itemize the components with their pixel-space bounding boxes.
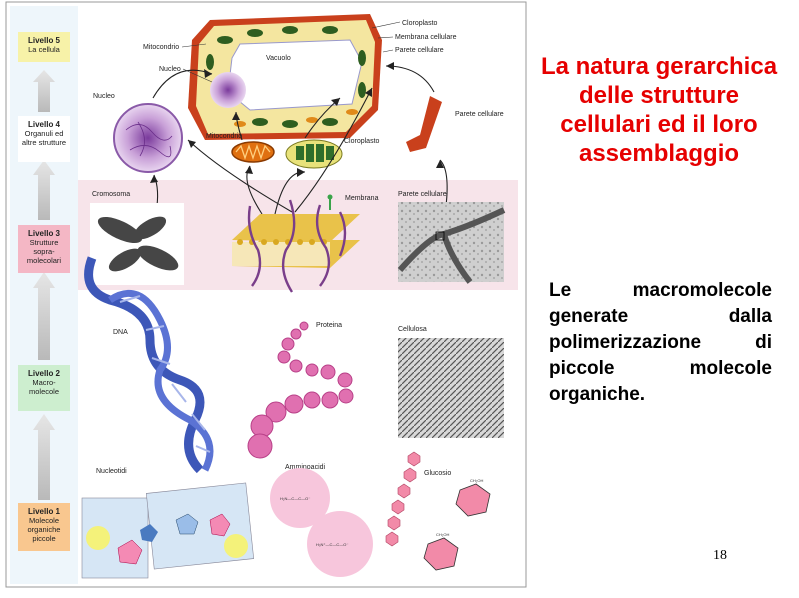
level-1-box: Livello 1 Molecole organiche piccole bbox=[18, 503, 70, 551]
level-3-name: Livello 3 bbox=[27, 229, 60, 238]
level-5-name: Livello 5 bbox=[27, 36, 60, 45]
label-nucleo-top: Nucleo bbox=[159, 66, 181, 73]
slide-body-text: Le macromolecole generate dalla polimeri… bbox=[549, 280, 772, 405]
figure-canvas: Mitocondrio Nucleo Vacuolo Cloroplasto M… bbox=[5, 1, 527, 588]
cell-wall-piece bbox=[406, 96, 442, 152]
level-4-box: Livello 4 Organuli ed altre strutture bbox=[18, 116, 70, 162]
label-mitocondrio: Mitocondrio bbox=[206, 133, 242, 140]
label-membrana-cellulare: Membrana cellulare bbox=[395, 34, 457, 41]
label-cloroplasto: Cloroplasto bbox=[344, 138, 380, 145]
amino-acid-2 bbox=[307, 511, 373, 577]
label-mitocondrio-top: Mitocondrio bbox=[143, 44, 179, 51]
nucleus-chromatin bbox=[125, 121, 173, 158]
glucose-molecules: CH₂OH CH₂OH bbox=[423, 478, 491, 571]
level-4-name: Livello 4 bbox=[27, 120, 60, 129]
label-cromosoma: Cromosoma bbox=[92, 191, 130, 198]
level-2-box: Livello 2 Macro-molecole bbox=[18, 365, 70, 411]
slide-title: La natura gerarchica delle strutture cel… bbox=[540, 53, 778, 167]
glc-ch2oh-2: CH₂OH bbox=[436, 532, 449, 537]
label-parete-cellulare-top: Parete cellulare bbox=[395, 47, 444, 54]
nucleus-organelle bbox=[113, 103, 183, 173]
chromosome bbox=[97, 216, 179, 272]
protein-chain bbox=[247, 321, 354, 459]
glucose-chain bbox=[385, 451, 421, 547]
level-1-name: Livello 1 bbox=[27, 507, 60, 516]
level-1-desc: Molecole organiche piccole bbox=[27, 516, 61, 543]
membrane-bilayer bbox=[232, 194, 360, 293]
label-proteina: Proteina bbox=[316, 322, 342, 329]
label-cellulosa: Cellulosa bbox=[398, 326, 427, 333]
label-membrana: Membrana bbox=[345, 195, 379, 202]
level-2-name: Livello 2 bbox=[27, 369, 60, 378]
label-glucosio: Glucosio bbox=[424, 470, 451, 477]
page-number: 18 bbox=[713, 548, 727, 563]
glc-ch2oh-1: CH₂OH bbox=[470, 478, 483, 483]
arrow-heads bbox=[150, 62, 444, 183]
level-2-desc: Macro-molecole bbox=[28, 378, 59, 396]
level-5-desc: La cellula bbox=[28, 45, 60, 54]
amino-acid-1 bbox=[270, 468, 330, 528]
label-nucleotidi: Nucleotidi bbox=[96, 468, 127, 475]
level-3-desc: Strutture sopra-molecolari bbox=[26, 238, 62, 265]
plant-cell bbox=[188, 14, 382, 140]
amino-formula-1: H₂N—C—C—O⁻ bbox=[280, 496, 310, 501]
amino-formula-2: H₃N⁺—C—C—O⁻ bbox=[316, 542, 349, 547]
level-3-box: Livello 3 Strutture sopra-molecolari bbox=[18, 225, 70, 273]
level-5-box: Livello 5 La cellula bbox=[18, 32, 70, 62]
cell-leader-lines bbox=[181, 21, 401, 83]
dna-helix bbox=[84, 256, 214, 474]
zoom-box bbox=[435, 231, 445, 241]
label-vacuolo: Vacuolo bbox=[266, 55, 291, 62]
chloroplast bbox=[285, 139, 343, 169]
level-4-desc: Organuli ed altre strutture bbox=[21, 129, 67, 147]
chromosome-box bbox=[90, 203, 184, 285]
cell-hierarchy-figure: Mitocondrio Nucleo Vacuolo Cloroplasto M… bbox=[5, 1, 527, 588]
label-parete-cellulare: Parete cellulare bbox=[455, 111, 504, 118]
nucleotides bbox=[81, 482, 255, 579]
cellulose-micrograph bbox=[398, 338, 504, 438]
label-nucleo: Nucleo bbox=[93, 93, 115, 100]
label-cloroplasto-top: Cloroplasto bbox=[402, 20, 438, 27]
mitochondrion bbox=[231, 141, 275, 163]
label-dna: DNA bbox=[113, 329, 128, 336]
label-amminoacidi: Amminoacidi bbox=[285, 464, 326, 471]
level-arrows bbox=[33, 70, 55, 500]
label-parete-cellulare-mid: Parete cellulare bbox=[398, 191, 447, 198]
